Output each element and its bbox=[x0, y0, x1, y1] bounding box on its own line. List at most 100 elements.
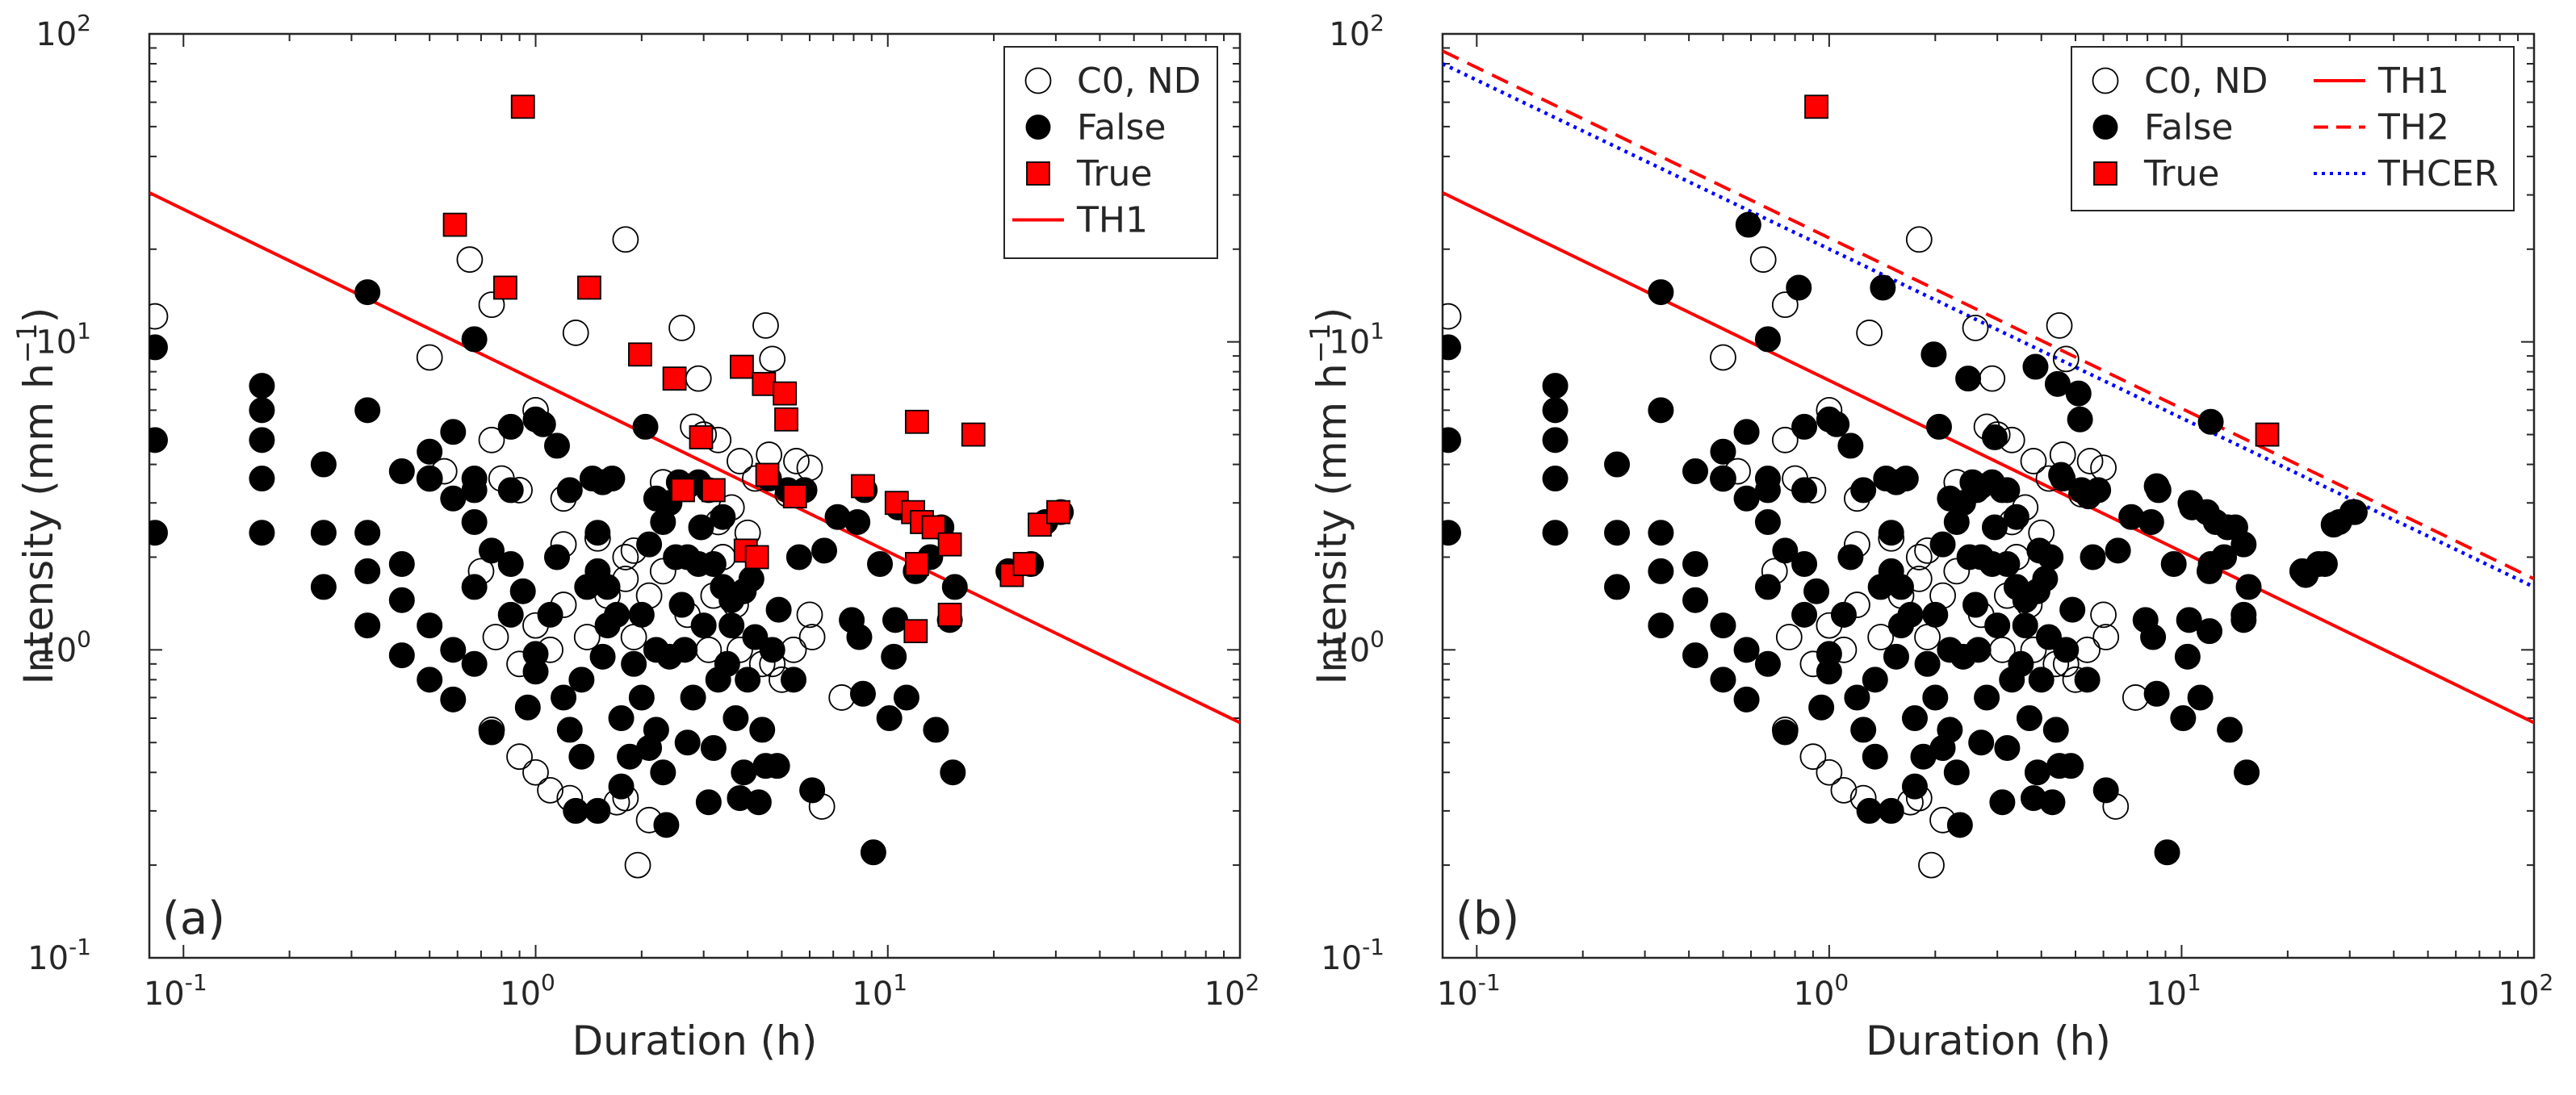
point-false bbox=[1754, 326, 1781, 353]
point-true bbox=[937, 602, 962, 627]
point-false bbox=[2058, 753, 2084, 779]
point-false bbox=[1735, 211, 1761, 238]
point-false bbox=[249, 373, 275, 399]
point-false bbox=[2042, 717, 2069, 743]
point-c0-nd bbox=[478, 291, 505, 319]
point-false bbox=[1733, 637, 1760, 663]
point-false bbox=[1682, 587, 1709, 613]
point-false bbox=[1883, 643, 1909, 670]
point-true bbox=[730, 354, 754, 379]
point-c0-nd bbox=[2092, 624, 2120, 650]
point-false bbox=[1772, 719, 1799, 746]
point-c0-nd bbox=[624, 851, 651, 879]
point-true bbox=[493, 275, 517, 300]
point-false bbox=[522, 658, 549, 685]
line-th2 bbox=[1443, 49, 2534, 581]
legend-marker-open bbox=[2092, 67, 2119, 94]
point-false bbox=[1682, 642, 1709, 669]
point-false bbox=[1648, 397, 1674, 424]
point-false bbox=[388, 550, 415, 577]
point-false bbox=[1443, 427, 1461, 453]
point-false bbox=[584, 797, 611, 824]
point-false bbox=[653, 812, 680, 838]
point-false bbox=[628, 601, 655, 628]
point-false bbox=[1994, 477, 2021, 504]
x-axis-label: Duration (h) bbox=[572, 1018, 818, 1064]
point-false bbox=[2143, 680, 2170, 707]
y-tick-label: 10-1 bbox=[1321, 934, 1384, 977]
point-false bbox=[1937, 717, 1963, 743]
point-false bbox=[1824, 411, 1850, 437]
point-false bbox=[1542, 427, 1569, 453]
point-c0-nd bbox=[759, 345, 786, 373]
point-c0-nd bbox=[522, 759, 549, 786]
point-false bbox=[636, 531, 663, 558]
point-c0-nd bbox=[1710, 344, 1736, 371]
point-false bbox=[1682, 458, 1709, 485]
legend-label: C0, ND bbox=[2144, 61, 2268, 102]
point-false bbox=[2059, 596, 2086, 623]
point-false bbox=[621, 650, 647, 677]
point-false bbox=[2234, 759, 2260, 786]
point-false bbox=[1808, 694, 1835, 721]
point-c0-nd bbox=[752, 312, 779, 339]
point-false bbox=[2016, 705, 2042, 732]
point-false bbox=[923, 717, 949, 743]
point-true bbox=[903, 619, 928, 644]
point-false bbox=[1963, 477, 1990, 504]
point-false bbox=[2080, 544, 2106, 570]
point-true bbox=[2255, 422, 2280, 447]
point-false bbox=[2028, 667, 2055, 693]
point-false bbox=[461, 574, 488, 600]
point-false bbox=[2092, 777, 2119, 804]
point-true bbox=[689, 425, 714, 449]
point-c0-nd bbox=[1905, 226, 1933, 253]
point-true bbox=[1046, 499, 1070, 525]
legend-marker-square bbox=[2093, 161, 2117, 186]
point-false bbox=[723, 705, 749, 732]
point-false bbox=[2197, 618, 2223, 645]
point-false bbox=[249, 520, 275, 546]
point-false bbox=[354, 558, 381, 584]
point-false bbox=[1542, 466, 1569, 492]
point-false bbox=[2140, 624, 2167, 650]
x-tick-label: 102 bbox=[1204, 969, 1260, 1013]
point-false bbox=[2306, 550, 2332, 577]
legend-marker-open bbox=[1024, 67, 1052, 94]
point-true bbox=[961, 422, 986, 447]
legend-label: True bbox=[1076, 153, 1152, 194]
point-false bbox=[867, 550, 894, 577]
y-tick-label: 102 bbox=[36, 10, 91, 53]
point-false bbox=[1786, 274, 1812, 301]
point-false bbox=[1791, 601, 1818, 628]
point-false bbox=[574, 574, 601, 600]
point-c0-nd bbox=[1830, 776, 1858, 804]
point-false bbox=[249, 397, 275, 424]
point-false bbox=[2230, 601, 2257, 628]
point-c0-nd bbox=[1867, 624, 1895, 650]
point-false bbox=[2339, 499, 2365, 525]
legend-box bbox=[1003, 46, 1218, 259]
legend-marker-square bbox=[1026, 161, 1050, 186]
point-c0-nd bbox=[149, 303, 169, 330]
point-c0-nd bbox=[727, 448, 753, 474]
point-c0-nd bbox=[537, 776, 563, 804]
point-false bbox=[1816, 658, 1842, 685]
plot-area bbox=[1443, 49, 2534, 879]
point-false bbox=[844, 508, 871, 535]
point-false bbox=[650, 508, 676, 535]
point-false bbox=[1754, 650, 1781, 677]
point-false bbox=[1920, 341, 1947, 368]
point-false bbox=[1837, 544, 1864, 570]
point-true bbox=[755, 462, 780, 487]
point-false bbox=[710, 504, 736, 530]
point-false bbox=[461, 326, 488, 353]
point-c0-nd bbox=[1443, 303, 1462, 330]
point-false bbox=[1870, 274, 1896, 301]
point-false bbox=[731, 759, 757, 786]
x-tick-label: 101 bbox=[852, 969, 907, 1013]
point-true bbox=[744, 545, 769, 570]
point-false bbox=[568, 743, 595, 770]
point-false bbox=[781, 667, 807, 693]
